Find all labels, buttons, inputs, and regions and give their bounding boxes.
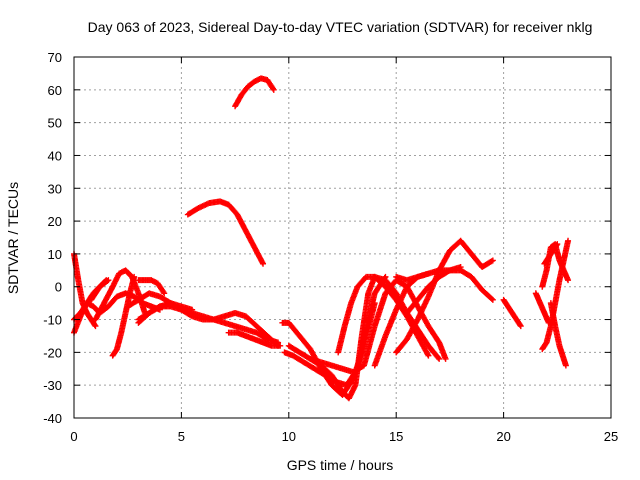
- series-arc-9: [135, 277, 168, 297]
- series-arc-23: [500, 296, 524, 330]
- data-point-marker: [161, 290, 168, 297]
- y-tick-label: 0: [55, 280, 62, 295]
- series-arc-4: [88, 277, 112, 303]
- data-point-marker: [442, 355, 449, 362]
- data-point-marker: [489, 296, 496, 303]
- data-point-marker: [435, 354, 442, 361]
- x-tick-label: 25: [604, 429, 618, 444]
- data-point-marker: [425, 352, 432, 359]
- y-axis-label: SDTVAR / TECUs: [5, 182, 21, 294]
- data-point-marker: [554, 241, 561, 248]
- series-arc-12: [184, 198, 267, 267]
- y-tick-label: 50: [48, 116, 62, 131]
- data-point-marker: [517, 323, 524, 330]
- data-point-marker: [160, 289, 167, 296]
- y-tick-label: 60: [48, 83, 62, 98]
- series-arc-28: [541, 241, 561, 267]
- data-point-marker: [92, 323, 99, 330]
- y-tick-label: -40: [43, 411, 62, 426]
- plot-frame: [73, 56, 612, 419]
- y-tick-label: -10: [43, 313, 62, 328]
- grid: [74, 57, 611, 418]
- data-point-marker: [270, 86, 277, 93]
- y-tick-label: 70: [48, 50, 62, 65]
- y-tick-label: -20: [43, 345, 62, 360]
- series-arc-20: [393, 237, 496, 356]
- series-arc-19: [371, 267, 496, 369]
- x-tick-label: 20: [496, 429, 510, 444]
- data-point-marker: [517, 322, 524, 329]
- data-point-marker: [553, 242, 560, 249]
- data-point-marker: [105, 277, 112, 284]
- data-point-marker: [260, 260, 267, 267]
- data-point-marker: [91, 322, 98, 329]
- data-point-marker: [457, 264, 464, 271]
- x-tick-label: 0: [70, 429, 77, 444]
- series-arc-22: [393, 270, 432, 284]
- y-tick-label: 30: [48, 181, 62, 196]
- y-tick-label: 40: [48, 148, 62, 163]
- data-point-marker: [425, 270, 432, 277]
- series-arc-10: [135, 300, 196, 326]
- series-arc-27: [547, 300, 569, 369]
- series-arc-11: [225, 329, 284, 349]
- data-point-marker: [488, 258, 495, 265]
- data-point-marker: [488, 295, 495, 302]
- y-tick-label: -30: [43, 378, 62, 393]
- axes: 0 5 10 15 20 25 -40 -30 -20 -10 0 10 20 30 40 50 60 70: [43, 50, 618, 444]
- data-point-marker: [562, 362, 569, 369]
- chart-title: Day 063 of 2023, Sidereal Day-to-day VTE…: [88, 19, 593, 35]
- data-point-marker: [489, 257, 496, 264]
- y-tick-label: 20: [48, 214, 62, 229]
- x-tick-label: 15: [389, 429, 403, 444]
- data-point-marker: [565, 237, 572, 244]
- x-axis-label: GPS time / hours: [287, 457, 394, 473]
- data-point-marker: [436, 355, 443, 362]
- series-arc-21: [403, 264, 464, 316]
- data-point-marker: [189, 306, 196, 313]
- data-point-marker: [277, 342, 284, 349]
- data-point-marker: [104, 277, 111, 284]
- data-points: [71, 75, 572, 402]
- data-point-marker: [565, 277, 572, 284]
- series-arc-13: [232, 75, 277, 110]
- y-tick-label: 10: [48, 247, 62, 262]
- x-tick-label: 5: [178, 429, 185, 444]
- data-point-marker: [269, 85, 276, 92]
- series-arc-18: [335, 273, 432, 359]
- x-tick-label: 10: [282, 429, 296, 444]
